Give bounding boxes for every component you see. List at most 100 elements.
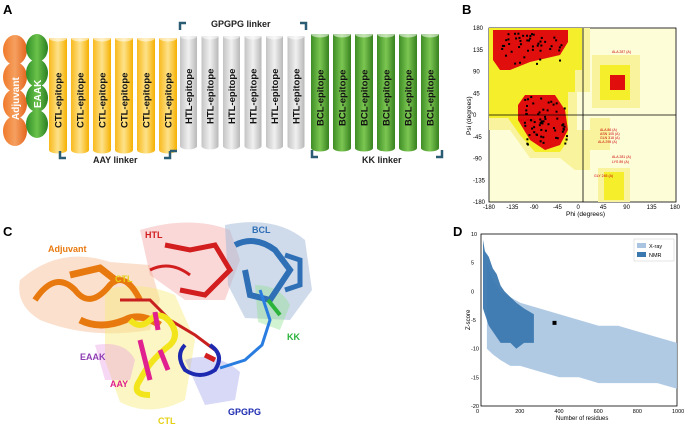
rama-xtick: -180 xyxy=(483,205,496,211)
residue-point xyxy=(540,128,543,131)
query-structure-marker xyxy=(552,320,557,325)
residue-point xyxy=(515,37,518,40)
htl-epitope-label-4: HTL-epitope xyxy=(249,69,260,124)
bcl-epitope-cylinder-4: BCL-epitope xyxy=(377,30,395,152)
residue-point xyxy=(532,102,535,105)
residue-point xyxy=(537,42,540,45)
residue-point xyxy=(563,125,566,128)
panel-d: D 0 200 400 600 800 1000 10 5 0 -5 -10 -15 -20 Numb… xyxy=(453,224,684,422)
residue-point xyxy=(526,104,529,107)
legend-label-nmr: NMR xyxy=(649,253,662,259)
rama-xtick: 45 xyxy=(600,205,607,211)
bcl-epitope-label-3: BCL-epitope xyxy=(360,70,371,126)
residue-point xyxy=(522,34,525,37)
series-xray xyxy=(486,262,677,389)
residue-point xyxy=(539,40,542,43)
bcl-epitope-label-5: BCL-epitope xyxy=(404,70,415,126)
z-xtick: 600 xyxy=(594,409,603,415)
htl-epitope-cylinder-2: HTL-epitope xyxy=(201,32,219,150)
residue-point xyxy=(528,39,531,42)
residue-point xyxy=(558,46,561,49)
ctl-epitope-label-4: CTL-epitope xyxy=(120,73,131,128)
ctl-top-structure-label: CTL xyxy=(115,274,133,284)
htl-epitope-cylinder-6: HTL-epitope xyxy=(287,32,305,150)
rama-ytick: -45 xyxy=(473,135,482,141)
residue-point xyxy=(544,118,547,121)
ctl-epitope-cylinder-4: CTL-epitope xyxy=(115,34,133,154)
adjuvant-label: Adjuvant xyxy=(11,77,22,120)
rama-ytick: 90 xyxy=(473,70,480,76)
panel-c-label: C xyxy=(3,224,13,239)
kk-linker-label: KK linker xyxy=(362,155,402,165)
residue-point xyxy=(542,136,545,139)
rama-ylabel: Psi (degrees) xyxy=(466,96,473,135)
panel-d-label: D xyxy=(453,224,462,239)
z-ytick: 10 xyxy=(471,232,477,238)
residue-point xyxy=(503,44,506,47)
residue-point xyxy=(518,61,521,64)
residue-point xyxy=(505,39,508,42)
residue-point xyxy=(507,33,510,36)
bcl-structure-label: BCL xyxy=(252,225,271,235)
residue-point xyxy=(555,102,558,105)
rama-ytick: 180 xyxy=(473,26,484,32)
z-xtick: 200 xyxy=(515,409,524,415)
series-band-2 xyxy=(483,239,534,349)
residue-point xyxy=(555,110,558,113)
rama-ytick: 45 xyxy=(473,91,480,97)
residue-point xyxy=(536,133,539,136)
kk-structure-label: KK xyxy=(287,332,300,342)
bcl-epitope-group: BCL-epitope BCL-epitope BCL-epitope BCL-epi… xyxy=(311,30,439,152)
residue-point xyxy=(530,33,533,36)
bcl-epitope-cylinder-1: BCL-epitope xyxy=(311,30,329,152)
panel-b-label: B xyxy=(462,2,471,17)
z-ytick: -15 xyxy=(471,375,479,381)
residue-point xyxy=(513,32,516,35)
residue-point xyxy=(537,113,540,116)
residue-point xyxy=(514,62,517,65)
z-xlabel: Number of residues xyxy=(556,416,608,422)
residue-point xyxy=(549,48,552,51)
rama-xtick: -90 xyxy=(530,205,539,211)
residue-point xyxy=(510,50,513,53)
legend-swatch-nmr xyxy=(637,252,646,257)
residue-point xyxy=(526,138,529,141)
panel-a: A Adjuvant EAAK CTL-epitope CTL-epitope CT… xyxy=(3,2,444,165)
eaak-label: EAAK xyxy=(33,79,44,108)
residue-point xyxy=(539,49,542,52)
residue-label: GLN 318 (A) xyxy=(600,136,620,140)
residue-point xyxy=(533,121,536,124)
residue-label: ALA 281 (A) xyxy=(612,155,631,159)
residue-point xyxy=(563,107,566,110)
residue-point xyxy=(531,127,534,130)
residue-point xyxy=(547,101,550,104)
residue-point xyxy=(518,36,521,39)
z-ytick: -10 xyxy=(471,347,479,353)
residue-label: GLY 245 (A) xyxy=(594,174,613,178)
residue-point xyxy=(540,135,543,138)
residue-point xyxy=(533,131,536,134)
residue-point xyxy=(517,32,520,35)
residue-label: ALA 86 (A) xyxy=(600,128,617,132)
ctl-epitope-cylinder-3: CTL-epitope xyxy=(93,34,111,154)
rama-xtick: 90 xyxy=(623,205,630,211)
z-xtick: 0 xyxy=(476,409,479,415)
residue-point xyxy=(552,103,555,106)
vaccine-3d-structure: Adjuvant HTL BCL CTL EAAK KK AAY CTL GPG… xyxy=(19,222,312,426)
rama-xtick: 180 xyxy=(670,205,681,211)
residue-point xyxy=(540,97,543,100)
htl-epitope-label-3: HTL-epitope xyxy=(227,69,238,124)
residue-point xyxy=(562,128,565,131)
series-band-1 xyxy=(486,262,677,389)
z-xtick: 1000 xyxy=(672,409,684,415)
z-ytick: -20 xyxy=(471,404,479,410)
ctl-epitope-label-6: CTL-epitope xyxy=(164,73,175,128)
aay-structure-label: AAY xyxy=(110,379,128,389)
residue-point xyxy=(566,135,569,138)
residue-point xyxy=(539,58,542,61)
ramachandran-plot: ALA 287 (A) GLY 95 (A) ALA 86 (A)ASN 105 (… xyxy=(466,26,681,218)
residue-label: GLY 95 (A) xyxy=(518,118,535,122)
residue-point xyxy=(527,49,530,52)
bcl-epitope-label-6: BCL-epitope xyxy=(426,70,437,126)
